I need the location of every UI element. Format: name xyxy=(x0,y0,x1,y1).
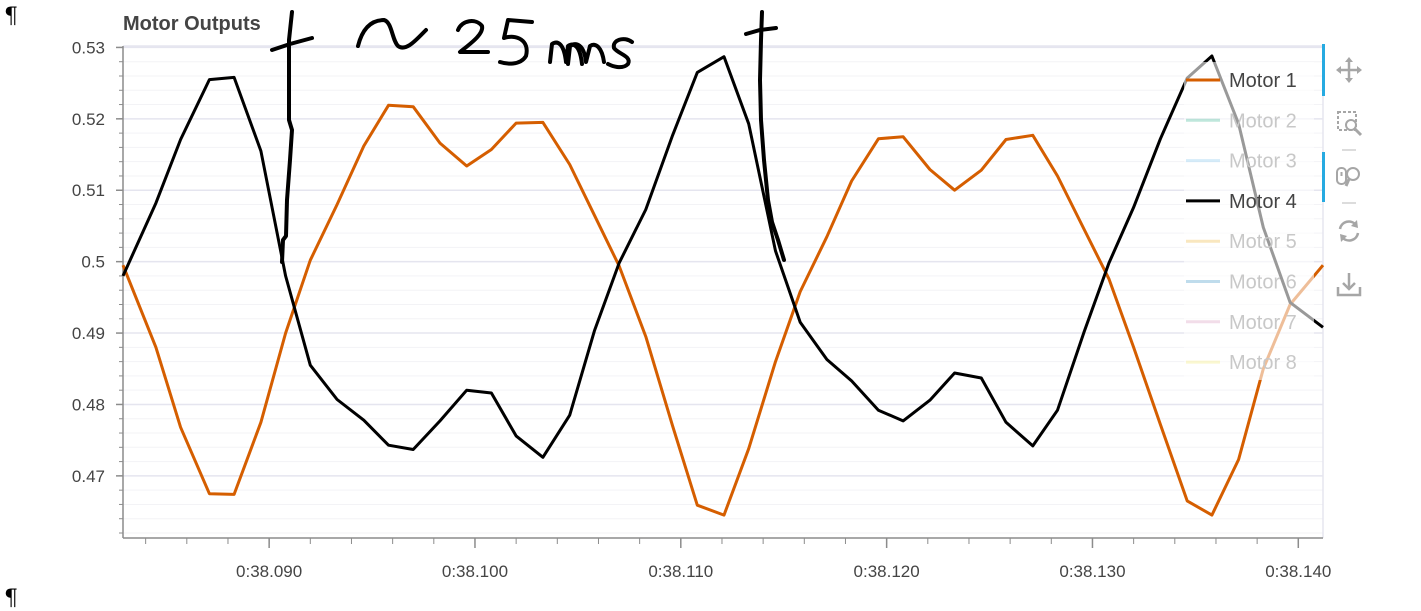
handwritten-annotation xyxy=(270,10,786,264)
legend-item-motor-5[interactable]: Motor 5 xyxy=(1186,231,1297,253)
x-tick-label: 0:38.120 xyxy=(854,562,920,581)
y-tick-label: 0.47 xyxy=(72,467,105,486)
legend-label: Motor 5 xyxy=(1229,231,1297,253)
x-tick-label: 0:38.110 xyxy=(648,562,713,581)
series-line-motor-1[interactable] xyxy=(121,103,1325,517)
series-line-motor-4[interactable] xyxy=(121,54,1324,459)
x-tick-label: 0:38.090 xyxy=(236,562,302,581)
y-tick-label: 0.49 xyxy=(72,324,105,343)
handwritten-tick-left xyxy=(280,10,294,264)
toolbar-active-indicator-wheel-zoom xyxy=(1322,152,1325,202)
x-tick-label: 0:38.140 xyxy=(1265,562,1331,581)
legend-label: Motor 2 xyxy=(1229,110,1297,132)
handwritten-digit-2 xyxy=(456,19,490,54)
legend-label: Motor 1 xyxy=(1229,70,1297,92)
handwritten-letter-m2 xyxy=(566,42,606,66)
handwritten-letter-s xyxy=(606,37,634,70)
legend-label: Motor 7 xyxy=(1229,312,1297,334)
major-grid xyxy=(123,45,1324,538)
save-download-icon[interactable] xyxy=(1336,273,1362,297)
handwritten-tick-right-bar xyxy=(744,26,778,36)
legend-item-motor-1[interactable]: Motor 1 xyxy=(1186,70,1297,92)
handwritten-letter-m1 xyxy=(548,40,584,66)
reset-icon[interactable] xyxy=(1338,220,1360,242)
legend-label: Motor 3 xyxy=(1229,151,1297,173)
handwritten-digit-5 xyxy=(498,18,534,66)
y-tick-label: 0.51 xyxy=(72,181,105,200)
pan-move-icon[interactable] xyxy=(1336,57,1362,83)
legend-label: Motor 6 xyxy=(1229,272,1297,294)
legend-label: Motor 8 xyxy=(1229,352,1297,374)
legend-item-motor-2[interactable]: Motor 2 xyxy=(1186,110,1297,132)
y-tick-label: 0.5 xyxy=(81,253,105,272)
handwritten-tilde xyxy=(356,18,428,50)
handwritten-tick-left-bar xyxy=(270,36,314,52)
legend-item-motor-6[interactable]: Motor 6 xyxy=(1186,272,1297,294)
y-tick-label: 0.48 xyxy=(72,395,105,414)
legend-label: Motor 4 xyxy=(1229,191,1297,213)
legend-item-motor-7[interactable]: Motor 7 xyxy=(1186,312,1297,334)
legend-item-motor-4[interactable]: Motor 4 xyxy=(1186,191,1297,213)
legend-item-motor-3[interactable]: Motor 3 xyxy=(1186,151,1297,173)
legend[interactable]: Motor 1 Motor 2 Motor 3 Motor 4 Motor 5 Motor… xyxy=(1184,62,1314,380)
legend-background xyxy=(1184,62,1314,380)
paragraph-mark-top: ¶ xyxy=(4,4,18,29)
x-tick-label: 0:38.130 xyxy=(1059,562,1125,581)
chart-toolbar[interactable] xyxy=(1322,44,1363,297)
toolbar-active-indicator-pan xyxy=(1322,44,1325,96)
handwritten-tick-right xyxy=(758,10,786,262)
wheel-zoom-icon[interactable] xyxy=(1336,167,1360,187)
chart-title: Motor Outputs xyxy=(123,13,261,35)
minor-grid xyxy=(123,46,1323,534)
y-tick-label: 0.52 xyxy=(72,110,105,129)
legend-item-motor-8[interactable]: Motor 8 xyxy=(1186,352,1297,374)
series-layer[interactable] xyxy=(121,54,1325,517)
y-tick-label: 0.53 xyxy=(72,38,105,57)
axes: 0.47 0.48 0.49 0.5 0.51 0.52 0.53 0:38.090 0:38.… xyxy=(72,38,1331,581)
x-tick-label: 0:38.100 xyxy=(442,562,508,581)
box-zoom-icon[interactable] xyxy=(1337,111,1363,137)
